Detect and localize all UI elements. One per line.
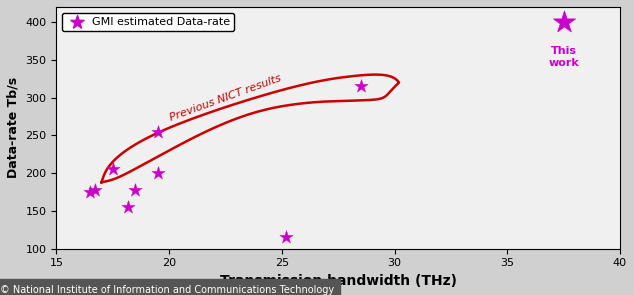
Text: Previous NICT results: Previous NICT results: [168, 73, 283, 122]
Point: [130, 187, 140, 192]
Point: [124, 205, 134, 209]
Point: [281, 235, 292, 240]
Y-axis label: Data-rate Tb/s: Data-rate Tb/s: [7, 77, 20, 178]
Point: [89, 187, 100, 192]
Text: This
work: This work: [548, 46, 579, 68]
Point: [153, 171, 163, 176]
X-axis label: Transmission bandwidth (THz): Transmission bandwidth (THz): [219, 274, 456, 288]
Legend: GMI estimated Data-rate: GMI estimated Data-rate: [62, 12, 235, 31]
Point: [108, 167, 118, 172]
Text: © National Institute of Information and Communications Technology: © National Institute of Information and …: [0, 285, 334, 295]
Point: [559, 20, 569, 24]
Point: [153, 129, 163, 134]
Point: [356, 84, 366, 89]
Point: [85, 190, 95, 194]
